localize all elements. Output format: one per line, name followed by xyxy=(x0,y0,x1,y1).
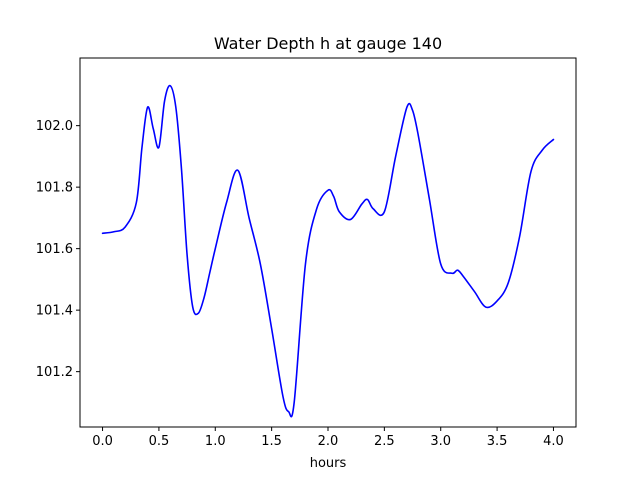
x-tick-label: 0.0 xyxy=(92,434,113,449)
chart-title: Water Depth h at gauge 140 xyxy=(214,34,442,53)
x-tick-label: 0.5 xyxy=(149,434,170,449)
x-axis-label: hours xyxy=(310,456,347,471)
x-tick-label: 2.0 xyxy=(318,434,339,449)
x-tick-label: 4.0 xyxy=(543,434,564,449)
x-tick-label: 1.5 xyxy=(261,434,282,449)
x-tick-label: 2.5 xyxy=(374,434,395,449)
series-line-0 xyxy=(101,84,555,418)
y-tick-label: 101.6 xyxy=(36,242,73,257)
y-tick-label: 101.8 xyxy=(36,181,73,196)
x-tick-label: 1.0 xyxy=(205,434,226,449)
y-tick-label: 101.2 xyxy=(36,365,73,380)
plot-area xyxy=(101,84,555,418)
x-tick-label: 3.5 xyxy=(487,434,508,449)
y-tick-label: 101.4 xyxy=(36,304,73,319)
x-axis: 0.0 0.5 1.0 1.5 2.0 2.5 3.0 3.5 4.0 xyxy=(92,427,564,449)
x-tick-label: 3.0 xyxy=(430,434,451,449)
y-tick-label: 102.0 xyxy=(36,119,73,134)
y-axis: 101.2 101.4 101.6 101.8 102.0 xyxy=(36,119,80,380)
